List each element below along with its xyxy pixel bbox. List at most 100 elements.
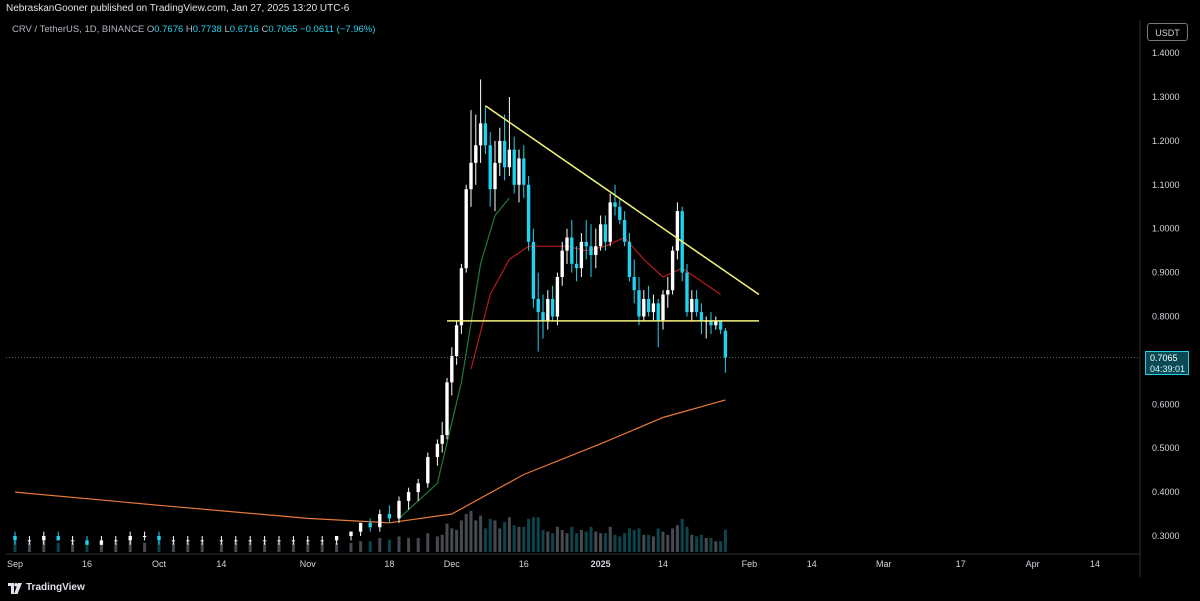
price-tick-label: 1.4000 bbox=[1152, 48, 1180, 58]
candle-body bbox=[478, 123, 483, 146]
volume-bar bbox=[234, 542, 238, 552]
time-tick-label: Sep bbox=[7, 559, 23, 569]
volume-bar bbox=[680, 518, 684, 552]
volume-bar bbox=[637, 528, 641, 552]
volume-bar bbox=[85, 542, 89, 552]
current-price-label: 0.7065 bbox=[1150, 353, 1178, 363]
volume-bar bbox=[599, 533, 603, 552]
candle-body bbox=[536, 298, 540, 313]
candle-body bbox=[358, 522, 363, 532]
volume-bar bbox=[690, 534, 694, 552]
volume-bar bbox=[671, 528, 675, 552]
volume-bar bbox=[277, 542, 281, 552]
price-tick-label: 0.5000 bbox=[1152, 443, 1180, 453]
candle-body bbox=[574, 263, 579, 269]
time-tick-label: Feb bbox=[742, 559, 758, 569]
candle-body bbox=[435, 443, 440, 457]
price-axis-labels[interactable]: 1.4000 1.3000 1.2000 1.1000 1.0000 0.9000 0.80… bbox=[1152, 48, 1180, 541]
tradingview-logo-icon[interactable] bbox=[8, 583, 22, 594]
candle-body bbox=[541, 312, 545, 321]
candle-body bbox=[723, 330, 728, 358]
volume-bar bbox=[171, 542, 175, 552]
candle-body bbox=[445, 382, 449, 436]
volume-bar bbox=[565, 533, 569, 552]
candle-body bbox=[560, 250, 564, 277]
trendline bbox=[484, 105, 760, 296]
candle-body bbox=[550, 298, 555, 317]
candle-body bbox=[718, 320, 723, 330]
candle-body bbox=[306, 540, 310, 542]
candle-body bbox=[464, 189, 468, 269]
candle-body bbox=[349, 531, 353, 536]
candle-body bbox=[157, 536, 161, 541]
price-tick-label: 0.3000 bbox=[1152, 531, 1180, 541]
candle-body bbox=[387, 514, 392, 519]
candle-body bbox=[397, 500, 401, 519]
candle-body bbox=[459, 268, 464, 326]
time-tick-label: Dec bbox=[444, 559, 461, 569]
volume-bar bbox=[407, 538, 411, 552]
candle-body bbox=[450, 356, 454, 383]
volume-bar bbox=[157, 541, 161, 552]
volume-bar bbox=[387, 539, 391, 552]
candle-body bbox=[656, 303, 660, 321]
volume-bar bbox=[143, 542, 147, 552]
candle-body bbox=[512, 149, 516, 185]
volume-bar bbox=[71, 542, 75, 552]
candle-body bbox=[99, 540, 104, 545]
volume-bar bbox=[445, 523, 449, 552]
candle-body bbox=[613, 202, 617, 207]
volume-bar bbox=[503, 522, 507, 552]
candle-body bbox=[661, 294, 665, 321]
volume-bar bbox=[450, 528, 454, 552]
volume-bar bbox=[426, 533, 430, 552]
trendlines[interactable] bbox=[447, 105, 760, 322]
volume-bar bbox=[488, 518, 492, 552]
moving-average-line bbox=[398, 197, 510, 519]
volume-bar bbox=[555, 526, 559, 552]
time-axis-labels[interactable]: Sep 16 Oct 14 Nov 18 Dec 16 2025 14 Feb 14 Mar 17 Apr 1… bbox=[7, 559, 1100, 569]
candle-body bbox=[42, 536, 46, 541]
symbol-legend: CRV / TetherUS, 1D, BINANCE O0.7676 H0.7… bbox=[12, 24, 375, 35]
candle-body bbox=[498, 140, 502, 163]
volume-bar bbox=[186, 542, 190, 552]
low-value: 0.6716 bbox=[229, 24, 259, 35]
candle-body bbox=[699, 312, 704, 321]
volume-bar bbox=[560, 530, 564, 552]
price-tick-label: 1.2000 bbox=[1152, 136, 1180, 146]
price-tick-label: 1.3000 bbox=[1152, 92, 1180, 102]
volume-bar bbox=[618, 536, 622, 552]
candle-body bbox=[603, 224, 608, 242]
volume-bar bbox=[579, 530, 583, 552]
candle-body bbox=[171, 540, 176, 542]
current-price-tag: 0.7065 04:39:01 bbox=[1145, 351, 1189, 375]
published-header: NebraskanGooner published on TradingView… bbox=[0, 0, 1200, 18]
tradingview-brand[interactable]: TradingView bbox=[26, 582, 85, 593]
volume-bar bbox=[613, 534, 617, 552]
candles bbox=[13, 79, 728, 545]
close-value: 0.7065 bbox=[268, 24, 298, 35]
price-tick-label: 1.1000 bbox=[1152, 180, 1180, 190]
low-label: L bbox=[224, 24, 230, 35]
volume-bar bbox=[291, 542, 295, 552]
time-tick-label: 14 bbox=[1090, 559, 1100, 569]
open-label: O bbox=[146, 24, 155, 35]
volume-bar bbox=[651, 536, 655, 552]
volume-bar bbox=[435, 536, 439, 552]
volume-bar bbox=[483, 528, 487, 552]
volume-bar bbox=[714, 541, 718, 552]
candle-body bbox=[70, 540, 75, 542]
currency-button[interactable]: USDT bbox=[1147, 23, 1188, 41]
candle-body bbox=[670, 250, 675, 291]
volume-bar bbox=[608, 526, 612, 552]
volume-bar bbox=[219, 542, 223, 552]
candle-body bbox=[27, 540, 32, 542]
volume-bar bbox=[263, 542, 267, 552]
volume-bar bbox=[42, 541, 46, 552]
price-tick-label: 0.9000 bbox=[1152, 268, 1180, 278]
volume-bar bbox=[656, 528, 660, 552]
price-tick-label: 0.6000 bbox=[1152, 399, 1180, 409]
moving-averages bbox=[14, 197, 726, 524]
candle-body bbox=[642, 298, 646, 317]
